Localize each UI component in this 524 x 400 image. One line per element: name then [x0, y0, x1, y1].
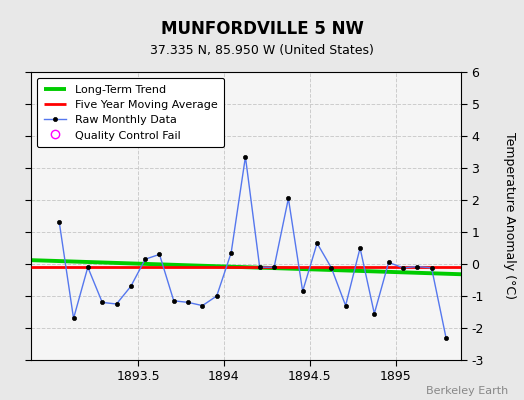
Raw Monthly Data: [400, 266, 406, 270]
Raw Monthly Data: [386, 260, 392, 265]
Text: 37.335 N, 85.950 W (United States): 37.335 N, 85.950 W (United States): [150, 44, 374, 57]
Raw Monthly Data: [300, 289, 306, 294]
Raw Monthly Data: [257, 265, 263, 270]
Raw Monthly Data: [371, 311, 377, 316]
Raw Monthly Data: [70, 316, 77, 321]
Raw Monthly Data: [357, 246, 363, 250]
Raw Monthly Data: [343, 303, 349, 308]
Raw Monthly Data: [113, 302, 119, 306]
Raw Monthly Data: [214, 294, 220, 298]
Text: Berkeley Earth: Berkeley Earth: [426, 386, 508, 396]
Line: Raw Monthly Data: Raw Monthly Data: [57, 155, 448, 340]
Raw Monthly Data: [142, 257, 148, 262]
Raw Monthly Data: [85, 265, 91, 270]
Raw Monthly Data: [228, 250, 234, 255]
Raw Monthly Data: [443, 335, 449, 340]
Raw Monthly Data: [185, 300, 191, 305]
Raw Monthly Data: [199, 303, 205, 308]
Raw Monthly Data: [285, 196, 291, 201]
Raw Monthly Data: [271, 265, 277, 270]
Legend: Long-Term Trend, Five Year Moving Average, Raw Monthly Data, Quality Control Fai: Long-Term Trend, Five Year Moving Averag…: [37, 78, 224, 147]
Raw Monthly Data: [56, 220, 62, 225]
Raw Monthly Data: [99, 300, 105, 305]
Raw Monthly Data: [328, 266, 334, 270]
Raw Monthly Data: [429, 266, 435, 270]
Y-axis label: Temperature Anomaly (°C): Temperature Anomaly (°C): [504, 132, 516, 300]
Raw Monthly Data: [414, 264, 420, 269]
Raw Monthly Data: [314, 241, 320, 246]
Raw Monthly Data: [156, 252, 162, 257]
Raw Monthly Data: [242, 154, 248, 159]
Raw Monthly Data: [171, 298, 177, 303]
Text: MUNFORDVILLE 5 NW: MUNFORDVILLE 5 NW: [160, 20, 364, 38]
Raw Monthly Data: [128, 284, 134, 289]
